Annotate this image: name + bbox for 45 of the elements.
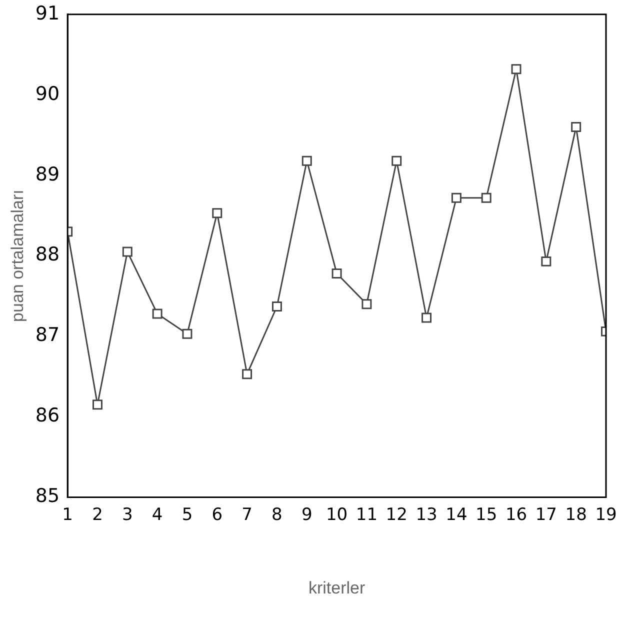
x-tick-label: 4 [152,504,163,525]
x-tick-label: 7 [242,504,252,525]
point [541,256,552,266]
y-tick-label: 88 [35,244,60,266]
y-tick-label: 87 [35,324,60,346]
point [571,122,582,132]
x-tick-label: 8 [272,504,282,525]
point [242,369,252,380]
point [122,246,132,257]
x-tick-label: 9 [301,504,312,525]
point [272,302,282,312]
x-tick-label: 15 [476,504,498,525]
point [511,64,522,74]
x-tick-label: 10 [326,504,348,525]
y-tick-label: 91 [35,2,60,24]
x-tick-label: 19 [595,504,617,525]
point [422,312,432,323]
y-tick-label: 85 [35,485,60,508]
y-tick-label: 86 [35,404,60,427]
point [212,208,222,218]
point [302,156,312,166]
point [182,328,192,339]
point [451,192,462,203]
x-tick-label: 6 [212,504,223,525]
x-tick-label: 11 [356,504,378,525]
point [332,268,342,278]
x-tick-label: 3 [122,504,133,525]
x-tick-label: 13 [416,504,438,525]
x-tick-label: 18 [565,504,587,525]
y-axis-title: puan ortalamaları [8,190,27,322]
y-tick-label: 90 [35,82,60,105]
x-axis-title: kriterler [308,578,366,598]
x-tick-label: 17 [535,504,557,525]
x-tick-label: 16 [505,504,528,525]
x-tick-label: 1 [62,504,73,525]
y-tick-label: 89 [35,163,60,186]
point [392,156,402,166]
x-tick-label: 14 [446,504,468,525]
point [152,308,162,319]
point [92,400,102,410]
point [362,299,372,310]
point [481,192,492,203]
x-tick-label: 5 [182,504,193,525]
x-tick-label: 2 [92,504,103,525]
x-tick-label: 12 [386,504,408,525]
